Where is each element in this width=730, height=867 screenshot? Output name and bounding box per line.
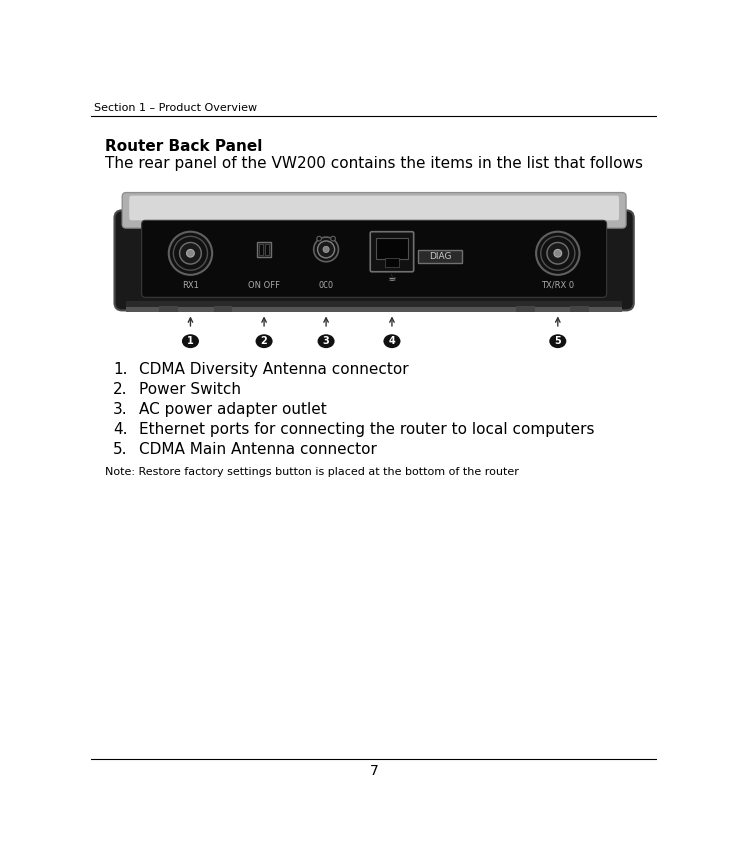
FancyBboxPatch shape (129, 196, 619, 220)
Ellipse shape (383, 335, 401, 349)
Text: Note: Restore factory settings button is placed at the bottom of the router: Note: Restore factory settings button is… (105, 466, 519, 477)
Circle shape (323, 246, 329, 252)
Text: 3.: 3. (113, 402, 128, 417)
Circle shape (314, 237, 339, 262)
Circle shape (318, 241, 334, 257)
Text: OCO: OCO (318, 281, 334, 290)
Circle shape (317, 237, 321, 241)
FancyBboxPatch shape (370, 231, 414, 271)
Circle shape (331, 237, 335, 241)
Bar (418, 251, 461, 263)
Text: 5.: 5. (113, 442, 128, 457)
Circle shape (541, 237, 575, 271)
Circle shape (174, 237, 207, 271)
Text: ☕: ☕ (388, 273, 396, 284)
Text: Router Back Panel: Router Back Panel (105, 139, 263, 153)
Bar (159, 306, 178, 312)
Bar (516, 306, 534, 312)
Text: AC power adapter outlet: AC power adapter outlet (139, 402, 327, 417)
Bar (265, 244, 269, 255)
Circle shape (187, 250, 194, 257)
Bar (376, 238, 408, 259)
Text: 1: 1 (187, 336, 194, 346)
FancyBboxPatch shape (142, 220, 607, 297)
Text: TX/RX 0: TX/RX 0 (541, 281, 575, 290)
Ellipse shape (318, 335, 334, 349)
Text: CDMA Main Antenna connector: CDMA Main Antenna connector (139, 442, 377, 457)
Text: 7: 7 (370, 764, 378, 778)
Circle shape (169, 231, 212, 275)
Circle shape (536, 231, 580, 275)
Bar (385, 257, 399, 267)
Ellipse shape (255, 335, 272, 349)
Text: 2.: 2. (113, 382, 128, 397)
Bar (257, 242, 271, 257)
Bar (259, 244, 264, 255)
Text: CDMA Diversity Antenna connector: CDMA Diversity Antenna connector (139, 362, 409, 377)
Circle shape (554, 250, 561, 257)
FancyBboxPatch shape (115, 211, 634, 310)
Text: 2: 2 (261, 336, 267, 346)
Text: Section 1 – Product Overview: Section 1 – Product Overview (94, 102, 258, 113)
Bar (126, 301, 622, 312)
Bar (570, 306, 589, 312)
Circle shape (180, 243, 201, 264)
Text: DIAG: DIAG (429, 251, 451, 261)
Text: The rear panel of the VW200 contains the items in the list that follows: The rear panel of the VW200 contains the… (105, 156, 643, 172)
Text: 1.: 1. (113, 362, 128, 377)
Text: Power Switch: Power Switch (139, 382, 242, 397)
Bar (126, 307, 622, 312)
Text: RX1: RX1 (182, 281, 199, 290)
Text: ON OFF: ON OFF (248, 281, 280, 290)
Text: Ethernet ports for connecting the router to local computers: Ethernet ports for connecting the router… (139, 422, 595, 437)
Text: 4.: 4. (113, 422, 128, 437)
Circle shape (547, 243, 569, 264)
Ellipse shape (182, 335, 199, 349)
Text: 5: 5 (554, 336, 561, 346)
Text: 3: 3 (323, 336, 329, 346)
FancyBboxPatch shape (122, 192, 626, 228)
Ellipse shape (549, 335, 566, 349)
Text: 4: 4 (388, 336, 396, 346)
Bar (214, 306, 232, 312)
